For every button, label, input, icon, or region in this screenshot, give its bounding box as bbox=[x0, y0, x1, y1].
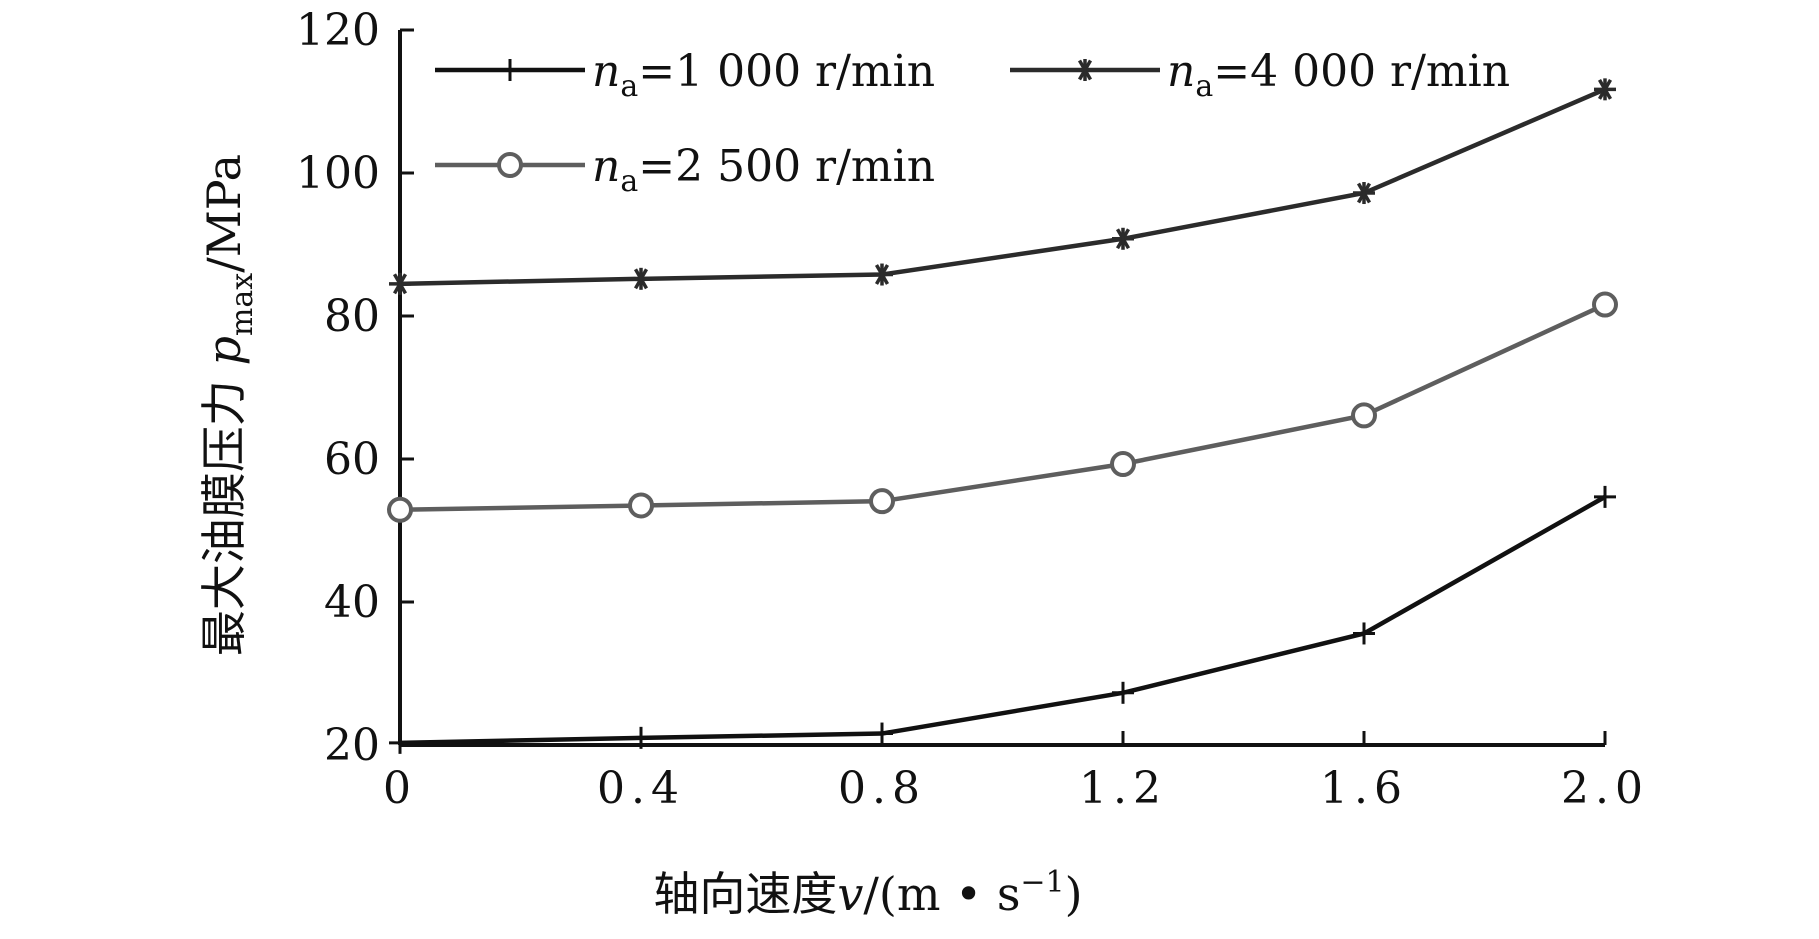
legend-item: na=1 000 r/min bbox=[435, 46, 935, 104]
x-tick-label: 1.6 bbox=[1320, 763, 1408, 814]
legend-label-rest: =1 000 r/min bbox=[638, 46, 935, 97]
y-axis-title-var: p bbox=[197, 336, 251, 365]
legend-label: na=2 500 r/min bbox=[592, 141, 935, 199]
y-tick-label: 100 bbox=[296, 148, 380, 199]
legend-label: na=1 000 r/min bbox=[592, 46, 935, 104]
x-tick-label: 0.8 bbox=[838, 763, 926, 814]
data-point bbox=[871, 722, 893, 745]
data-point bbox=[1112, 681, 1134, 704]
x-axis-title-sup: −1 bbox=[1020, 865, 1064, 900]
data-point bbox=[389, 272, 411, 295]
legend-item: na=4 000 r/min bbox=[1010, 46, 1510, 104]
data-point bbox=[869, 488, 895, 515]
data-point bbox=[628, 492, 654, 519]
x-axis-title-unit: /(m • s bbox=[863, 867, 1020, 921]
data-point bbox=[1594, 485, 1616, 508]
legend-label-sub: a bbox=[620, 164, 638, 199]
y-tick-label: 120 bbox=[296, 5, 380, 56]
data-point bbox=[1594, 78, 1616, 101]
data-point bbox=[1112, 227, 1134, 250]
legend-label-var: n bbox=[592, 46, 620, 97]
plot-area bbox=[387, 78, 1618, 754]
tick-labels: 20 40 60 80 100 120 0 0.4 0.8 1.2 1.6 2.0 bbox=[296, 5, 1649, 814]
legend-label: na=4 000 r/min bbox=[1167, 46, 1510, 104]
data-point bbox=[389, 731, 411, 754]
legend-marker bbox=[497, 152, 523, 178]
x-axis-title-close: ) bbox=[1065, 867, 1083, 921]
data-point bbox=[1353, 182, 1375, 205]
data-point bbox=[630, 726, 652, 749]
y-tick-label: 40 bbox=[324, 577, 380, 628]
y-tick-label: 80 bbox=[324, 291, 380, 342]
legend-label-var: n bbox=[1167, 46, 1195, 97]
series-line bbox=[399, 302, 1606, 513]
x-tick-label: 0 bbox=[383, 763, 417, 814]
data-point bbox=[871, 263, 893, 286]
data-point bbox=[630, 267, 652, 290]
y-tick-label: 20 bbox=[324, 720, 380, 771]
y-axis-title-sub: max bbox=[225, 273, 260, 336]
legend-label-sub: a bbox=[1195, 69, 1213, 104]
legend-label-var: n bbox=[592, 141, 620, 192]
legend-marker bbox=[499, 59, 521, 81]
y-axis-title-unit: /MPa bbox=[197, 154, 251, 273]
y-axis-title-prefix: 最大油膜压力 bbox=[197, 366, 251, 657]
legend-item: na=2 500 r/min bbox=[435, 141, 935, 199]
x-tick-label: 1.2 bbox=[1079, 763, 1167, 814]
y-axis-title: 最大油膜压力 pmax/MPa bbox=[197, 154, 260, 656]
data-point bbox=[1351, 402, 1377, 429]
data-point bbox=[1592, 291, 1618, 318]
legend-label-rest: =4 000 r/min bbox=[1213, 46, 1510, 97]
y-tick-label: 60 bbox=[324, 434, 380, 485]
x-axis-title: 轴向速度v/(m • s−1) bbox=[653, 865, 1082, 921]
x-axis-title-var: v bbox=[837, 867, 863, 921]
data-point bbox=[387, 496, 413, 523]
series-line bbox=[399, 87, 1606, 287]
data-point bbox=[1110, 451, 1136, 478]
x-tick-label: 0.4 bbox=[597, 763, 685, 814]
legend-label-sub: a bbox=[620, 69, 638, 104]
x-tick-label: 2.0 bbox=[1561, 763, 1649, 814]
data-point bbox=[1353, 622, 1375, 645]
legend-marker bbox=[1074, 59, 1096, 81]
series-line bbox=[399, 494, 1607, 746]
x-axis-title-prefix: 轴向速度 bbox=[653, 867, 837, 921]
legend-label-rest: =2 500 r/min bbox=[638, 141, 935, 192]
axes bbox=[398, 28, 1607, 747]
